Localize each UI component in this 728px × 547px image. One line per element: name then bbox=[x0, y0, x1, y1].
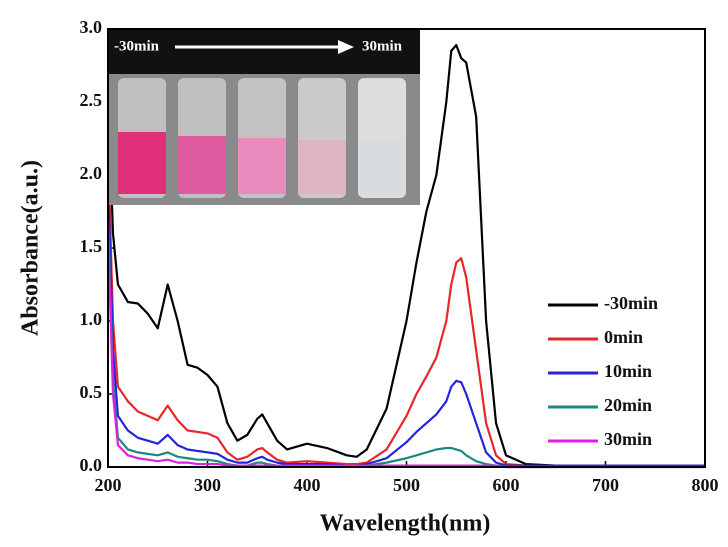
y-tick-label: 0.5 bbox=[80, 382, 103, 402]
x-tick-label: 500 bbox=[393, 475, 420, 495]
y-tick-label: 1.0 bbox=[80, 309, 103, 329]
legend-label: 20min bbox=[604, 395, 652, 415]
plot-frame bbox=[107, 28, 706, 468]
legend-label: 10min bbox=[604, 361, 652, 381]
series-line bbox=[106, 145, 705, 467]
y-tick-label: 2.5 bbox=[80, 90, 103, 110]
x-tick-label: 700 bbox=[592, 475, 619, 495]
series-line bbox=[106, 174, 705, 467]
inset-label: -30min bbox=[114, 38, 160, 54]
y-tick-label: 2.0 bbox=[80, 163, 103, 183]
x-tick-label: 800 bbox=[692, 475, 719, 495]
series-line bbox=[106, 43, 705, 467]
x-tick-label: 400 bbox=[294, 475, 321, 495]
y-tick-label: 1.5 bbox=[80, 236, 103, 256]
inset-photo: -30min 30min bbox=[108, 29, 420, 205]
x-tick-label: 600 bbox=[493, 475, 520, 495]
x-tick-label: 300 bbox=[194, 475, 221, 495]
y-tick-label: 0.0 bbox=[80, 455, 103, 475]
legend-label: 30min bbox=[604, 429, 652, 449]
series-line bbox=[106, 233, 705, 469]
x-tick-label: 200 bbox=[95, 475, 122, 495]
legend-label: 0min bbox=[604, 327, 643, 347]
legend-label: -30min bbox=[604, 293, 658, 313]
x-axis-title: Wavelength(nm) bbox=[320, 511, 491, 537]
inset-label: 30min bbox=[362, 38, 403, 54]
y-axis-title: Absorbance(a.u.) bbox=[18, 160, 44, 336]
y-tick-label: 3.0 bbox=[80, 17, 103, 37]
